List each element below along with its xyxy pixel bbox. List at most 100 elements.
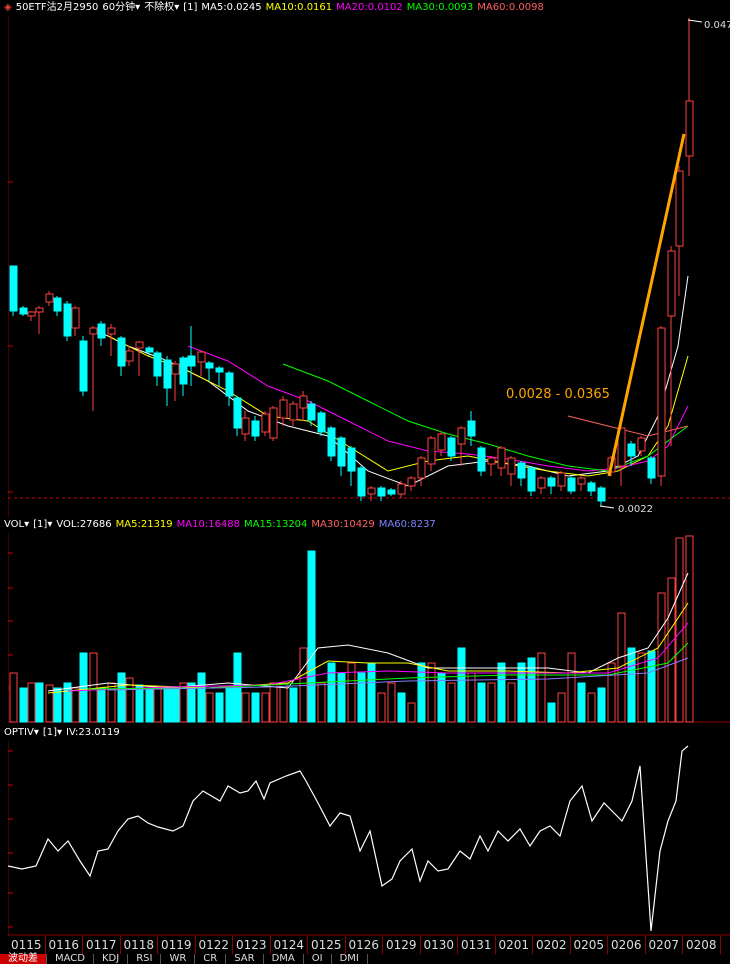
period-selector[interactable]: 60分钟▾ xyxy=(102,2,141,13)
volume-bar xyxy=(597,687,606,723)
volume-bar xyxy=(567,652,576,723)
volume-bar xyxy=(225,687,234,723)
volume-bar xyxy=(197,672,206,723)
volume-bar xyxy=(537,652,546,723)
volume-bar xyxy=(117,672,126,723)
candle-body xyxy=(19,307,28,315)
candle-body xyxy=(299,395,308,409)
high-label: 0.047 xyxy=(704,20,730,31)
vol-ma30-line xyxy=(87,642,689,690)
date-label: 0201 xyxy=(496,936,533,954)
main-param[interactable]: [1] xyxy=(183,2,198,13)
iv-value: IV:23.0119 xyxy=(66,727,120,738)
volume-bar xyxy=(317,682,326,723)
ma60-line xyxy=(567,415,689,437)
volume-bar xyxy=(215,692,224,723)
iv-chart[interactable] xyxy=(8,741,730,936)
candle-body xyxy=(241,417,250,435)
candle-body xyxy=(117,337,126,367)
volume-bar xyxy=(627,647,636,723)
volume-bar xyxy=(347,662,356,723)
candle-body xyxy=(467,420,476,437)
volume-bar xyxy=(153,687,162,723)
ma20-label: MA20:0.0102 xyxy=(336,2,403,13)
candle-body xyxy=(289,403,298,421)
volume-bar xyxy=(477,682,486,723)
candle-body xyxy=(53,297,62,312)
date-label: 0205 xyxy=(571,936,608,954)
volume-bar xyxy=(427,662,436,723)
tab-波动差[interactable]: 波动差 xyxy=(0,954,47,964)
candle-body xyxy=(457,427,466,445)
candle-body xyxy=(507,457,516,475)
volume-bar xyxy=(607,662,616,723)
date-label: 0117 xyxy=(83,936,121,954)
candle-body xyxy=(337,437,346,467)
candle-body xyxy=(497,447,506,469)
vol-param[interactable]: [1]▾ xyxy=(33,519,53,530)
candle-body xyxy=(567,477,576,492)
volume-bar xyxy=(45,684,54,723)
volume-bar xyxy=(171,687,180,723)
candle-body xyxy=(197,351,206,363)
tab-wr[interactable]: WR xyxy=(161,954,196,964)
volume-bar xyxy=(637,652,646,723)
settings-icon[interactable]: ◈ xyxy=(4,2,12,13)
tab-cr[interactable]: CR xyxy=(195,954,227,964)
volume-bar xyxy=(35,682,44,723)
tab-rsi[interactable]: RSI xyxy=(128,954,162,964)
candle-body xyxy=(145,347,154,353)
candle-body xyxy=(35,307,44,313)
volume-bar xyxy=(497,662,506,723)
volume-bar xyxy=(261,692,270,723)
candle-body xyxy=(557,472,566,487)
price-chart[interactable]: 0.0028 - 0.0365 0.047 0.0022 xyxy=(8,16,730,516)
candle-body xyxy=(71,307,80,329)
tab-kdj[interactable]: KDJ xyxy=(94,954,129,964)
tab-dma[interactable]: DMA xyxy=(264,954,304,964)
volume-bar xyxy=(269,682,278,723)
adjust-selector[interactable]: 不除权▾ xyxy=(144,2,180,13)
symbol-label[interactable]: 50ETF沽2月2950 xyxy=(15,2,99,13)
date-label: 0206 xyxy=(608,936,646,954)
candle-body xyxy=(357,467,366,497)
candle-body xyxy=(215,367,224,373)
vol-ma5-line xyxy=(47,572,689,692)
vol-ma60: MA60:8237 xyxy=(378,519,436,530)
volume-bar xyxy=(135,684,144,723)
iv-name[interactable]: OPTIV▾ xyxy=(4,727,39,738)
candle-body xyxy=(367,487,376,495)
volume-bar xyxy=(145,687,154,723)
ma60-label: MA60:0.0098 xyxy=(477,2,544,13)
volume-bar xyxy=(675,537,684,723)
vol-value: VOL:27686 xyxy=(56,519,112,530)
volume-bar xyxy=(63,682,72,723)
date-label: 0123 xyxy=(233,936,271,954)
candle-body xyxy=(251,420,260,437)
tab-oi[interactable]: OI xyxy=(304,954,332,964)
date-label: 0131 xyxy=(458,936,496,954)
candle-body xyxy=(675,170,684,247)
candle-body xyxy=(637,437,646,452)
vol-name[interactable]: VOL▾ xyxy=(4,519,30,530)
candle-body xyxy=(427,437,436,465)
volume-bar xyxy=(667,577,676,723)
tab-sar[interactable]: SAR xyxy=(226,954,264,964)
volume-chart[interactable] xyxy=(8,533,730,723)
volume-bar xyxy=(163,687,172,723)
tab-dmi[interactable]: DMI xyxy=(332,954,368,964)
volume-bar xyxy=(647,650,656,723)
vol-ma10: MA10:16488 xyxy=(176,519,241,530)
volume-bar xyxy=(205,692,214,723)
iv-line xyxy=(8,745,689,932)
iv-param[interactable]: [1]▾ xyxy=(42,727,63,738)
candle-body xyxy=(377,487,386,497)
date-axis: 0115 0116 0117 0118 0119 0122 0123 0124 0125 0126… xyxy=(8,936,730,954)
tab-macd[interactable]: MACD xyxy=(47,954,94,964)
date-label: 0130 xyxy=(421,936,458,954)
volume-bar xyxy=(187,682,196,723)
candle-body xyxy=(487,457,496,465)
vol-ma60-line xyxy=(107,657,689,691)
volume-bar xyxy=(417,662,426,723)
date-label: 0207 xyxy=(646,936,683,954)
